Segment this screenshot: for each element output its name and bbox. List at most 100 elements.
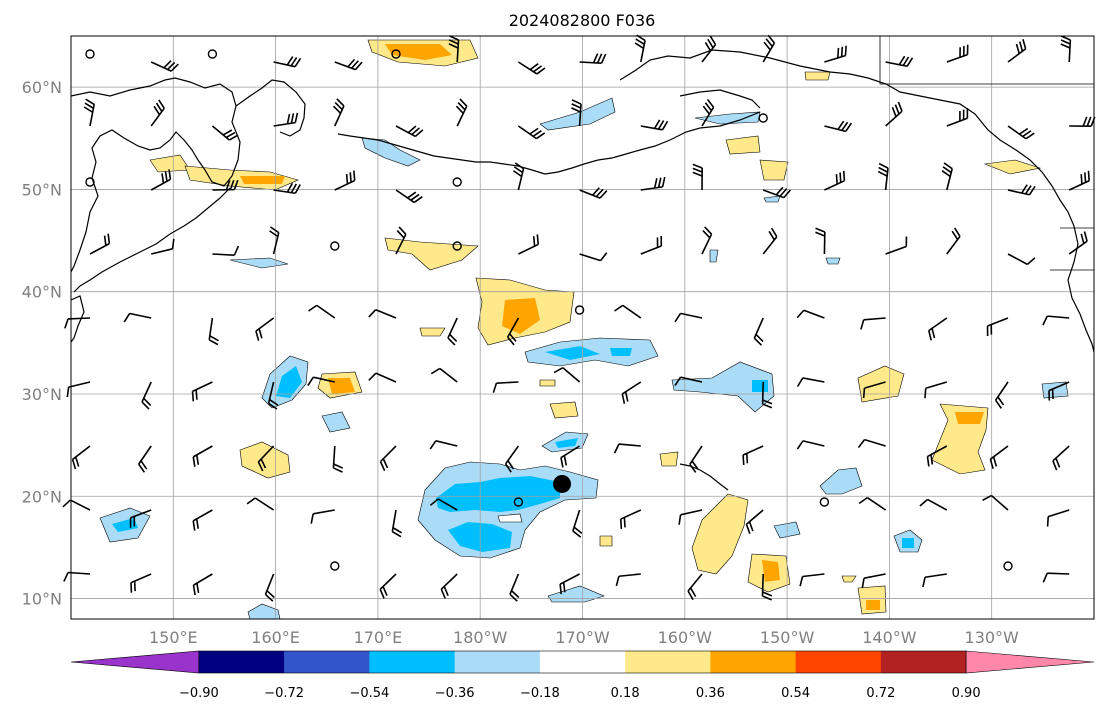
colorbar-segment xyxy=(795,651,882,673)
wind-barb xyxy=(742,445,764,466)
wind-barb xyxy=(885,55,914,68)
coastline-kamchatka-west xyxy=(235,79,306,137)
calm-wind-circle xyxy=(391,49,401,59)
latitude-labels: 60°N 50°N 40°N 30°N 20°N 10°N xyxy=(22,78,62,608)
wind-barb xyxy=(701,226,713,255)
calm-wind-circle xyxy=(574,305,585,315)
wind-barb xyxy=(430,367,458,383)
anomaly-positive-region xyxy=(659,451,679,467)
anomaly-positive-region xyxy=(539,379,556,387)
calm-wind-circle xyxy=(758,113,768,123)
colorbar-tick-label: −0.90 xyxy=(179,686,219,701)
anomaly-negative-region xyxy=(229,257,289,269)
wind-barb xyxy=(994,381,1009,409)
anomaly-positive-region xyxy=(691,493,749,575)
wind-barb xyxy=(492,381,519,393)
wind-barb xyxy=(1068,170,1090,191)
colorbar-tick-label: 0.90 xyxy=(952,686,981,701)
wind-barb xyxy=(512,162,525,191)
wind-barb xyxy=(885,101,903,127)
figure-title: 2024082800 F036 xyxy=(509,11,656,30)
wind-barb xyxy=(150,60,179,72)
wind-barb xyxy=(1068,231,1088,255)
wind-barb xyxy=(941,162,953,191)
lon-tick-label: 170°E xyxy=(354,628,403,647)
lat-tick-label: 40°N xyxy=(22,283,62,302)
wind-barb xyxy=(455,98,468,127)
anomaly-contours xyxy=(99,39,1069,620)
wind-barb xyxy=(150,169,172,191)
anomaly-hole xyxy=(497,513,523,523)
wind-barb xyxy=(62,499,91,511)
wind-barb xyxy=(447,317,458,346)
coastline-aleutians xyxy=(337,133,546,175)
wind-barb xyxy=(273,182,301,195)
wind-barb xyxy=(861,573,886,589)
wind-barb xyxy=(674,312,703,323)
wind-barb xyxy=(860,317,886,330)
wind-barb xyxy=(334,58,363,71)
wind-barb xyxy=(63,571,91,582)
wind-barb xyxy=(571,99,582,127)
wind-barb xyxy=(273,56,302,68)
wind-barb xyxy=(395,226,407,255)
wind-barb xyxy=(89,233,111,255)
calm-wind-circle xyxy=(85,177,95,187)
wind-barb xyxy=(379,445,397,472)
anomaly-positive-core xyxy=(502,298,540,334)
wind-barb xyxy=(129,509,152,528)
anomaly-negative-core xyxy=(112,518,138,532)
wind-barb xyxy=(579,53,607,65)
lat-tick-label: 30°N xyxy=(22,385,62,404)
wind-barb xyxy=(504,445,520,473)
wind-barbs xyxy=(62,34,1096,602)
wind-barb xyxy=(640,235,663,255)
wind-barb xyxy=(64,317,91,329)
calm-wind-circle xyxy=(513,497,524,507)
wind-barb xyxy=(71,445,91,470)
wind-barb xyxy=(391,509,403,538)
colorbar xyxy=(70,650,1095,674)
map-area xyxy=(62,34,1096,620)
colorbar-tick-label: 0.18 xyxy=(611,686,640,701)
wind-barb xyxy=(1007,184,1036,196)
colorbar-segment xyxy=(454,651,541,673)
wind-barb xyxy=(986,317,1009,337)
wind-barb xyxy=(796,309,825,319)
wind-barb xyxy=(208,317,219,346)
colorbar-tick-label: −0.18 xyxy=(520,686,560,701)
anomaly-positive-core xyxy=(955,412,984,424)
lon-tick-label: 140°W xyxy=(862,628,917,647)
anomaly-positive-region xyxy=(983,159,1042,175)
wind-barb xyxy=(824,120,853,133)
storm-center-marker xyxy=(553,474,572,493)
anomaly-negative-core xyxy=(555,438,578,448)
anomaly-positive-core xyxy=(866,600,880,610)
coastlines xyxy=(70,36,1095,491)
wind-barb xyxy=(640,119,669,131)
wind-barb xyxy=(211,125,239,141)
coastline-asia xyxy=(70,77,241,273)
lon-tick-label: 160°W xyxy=(658,628,713,647)
wind-barb xyxy=(332,98,345,127)
anomaly-negative-core xyxy=(902,538,914,548)
wind-barb xyxy=(191,381,213,402)
wind-barb xyxy=(678,509,703,525)
anomaly-positive-core xyxy=(385,44,452,60)
colorbar-tick-label: 0.54 xyxy=(781,686,810,701)
wind-barb xyxy=(753,317,764,346)
wind-barb xyxy=(858,496,887,511)
wind-barb xyxy=(572,509,583,538)
wind-barb xyxy=(130,573,152,593)
wind-barb xyxy=(440,573,458,599)
coastline-kuril xyxy=(73,187,231,293)
wind-barb xyxy=(761,381,773,409)
colorbar-segment xyxy=(880,651,967,673)
calm-wind-circle xyxy=(207,49,218,59)
wind-barb xyxy=(989,445,1009,470)
wind-barb xyxy=(701,35,717,63)
wind-barb xyxy=(1042,315,1070,326)
anomaly-negative-core xyxy=(610,348,632,356)
lat-tick-label: 50°N xyxy=(22,180,62,199)
